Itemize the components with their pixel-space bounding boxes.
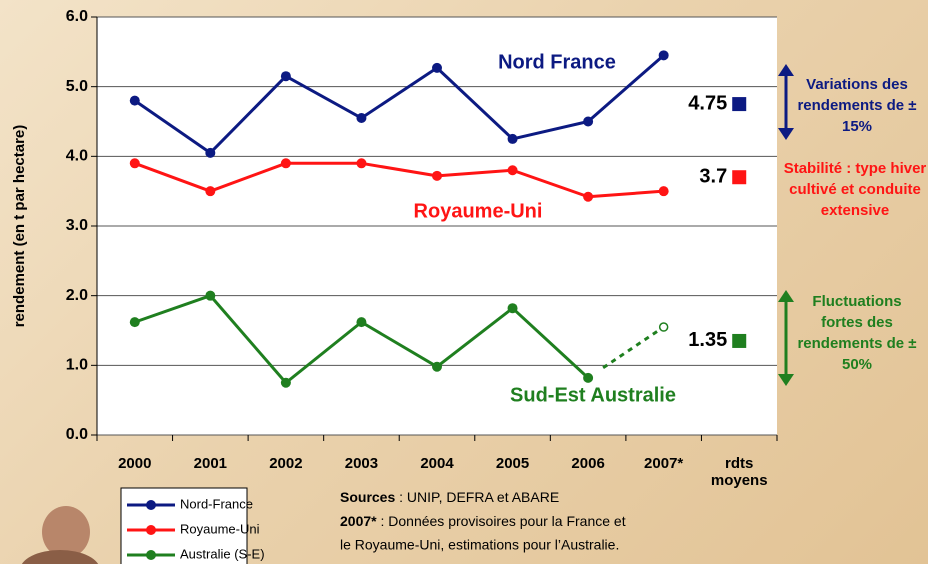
x-tick-label: 2001 xyxy=(176,455,244,472)
point xyxy=(205,148,215,158)
x-tick-label: 2005 xyxy=(479,455,547,472)
point xyxy=(281,378,291,388)
point xyxy=(508,134,518,144)
point xyxy=(508,303,518,313)
series-annotation: Royaume-Uni xyxy=(414,200,543,222)
y-tick-label: 1.0 xyxy=(66,357,88,374)
y-tick-label: 4.0 xyxy=(66,148,88,165)
y-tick-label: 6.0 xyxy=(66,8,88,25)
point xyxy=(130,96,140,106)
legend-label: Royaume-Uni xyxy=(180,521,260,536)
x-tick-label: 2007* xyxy=(630,455,698,472)
point xyxy=(660,323,668,331)
point xyxy=(130,317,140,327)
point xyxy=(356,317,366,327)
note-text: : Données provisoires pour la France et xyxy=(377,513,626,529)
y-tick-label: 3.0 xyxy=(66,217,88,234)
note-line: le Royaume-Uni, estimations pour l’Austr… xyxy=(340,537,619,553)
mean-label: 4.75 xyxy=(688,92,727,114)
y-tick-label: 5.0 xyxy=(66,78,88,95)
y-tick-label: 0.0 xyxy=(66,426,88,443)
y-axis-label: rendement (en t par hectare) xyxy=(11,125,28,328)
point xyxy=(205,291,215,301)
mean-marker xyxy=(732,334,746,348)
point xyxy=(432,63,442,73)
legend-marker xyxy=(146,525,156,535)
person-icon xyxy=(42,506,90,558)
side-note: Stabilité : type hiver cultivé et condui… xyxy=(780,158,928,221)
mean-label: 3.7 xyxy=(699,166,727,188)
mean-marker xyxy=(732,170,746,184)
point xyxy=(659,50,669,60)
legend-marker xyxy=(146,500,156,510)
series-annotation: Sud-Est Australie xyxy=(510,384,676,406)
mean-label: 1.35 xyxy=(688,329,727,351)
sources-line: Sources : UNIP, DEFRA et ABARE xyxy=(340,489,559,505)
point xyxy=(583,373,593,383)
note-label: 2007* xyxy=(340,513,377,529)
legend-marker xyxy=(146,550,156,560)
point xyxy=(130,158,140,168)
x-tick-label: 2002 xyxy=(252,455,320,472)
point xyxy=(432,171,442,181)
point xyxy=(281,158,291,168)
series-annotation: Nord France xyxy=(498,51,616,73)
point xyxy=(281,71,291,81)
x-tick-label: 2004 xyxy=(403,455,471,472)
x-tick-label: rdts moyens xyxy=(705,455,773,489)
point xyxy=(356,113,366,123)
x-tick-label: 2000 xyxy=(101,455,169,472)
point xyxy=(583,192,593,202)
side-note: Variations des rendements de ± 15% xyxy=(792,74,922,137)
mean-marker xyxy=(732,97,746,111)
side-note: Fluctuations fortes des rendements de ± … xyxy=(792,291,922,375)
point xyxy=(659,186,669,196)
legend-label: Australie (S-E) xyxy=(180,546,265,561)
point xyxy=(432,362,442,372)
note-line: 2007* : Données provisoires pour la Fran… xyxy=(340,513,626,529)
sources-label: Sources xyxy=(340,489,395,505)
point xyxy=(205,186,215,196)
x-tick-label: 2006 xyxy=(554,455,622,472)
y-tick-label: 2.0 xyxy=(66,287,88,304)
point xyxy=(356,158,366,168)
point xyxy=(508,165,518,175)
x-tick-label: 2003 xyxy=(327,455,395,472)
slide: rendement (en t par hectare) Sources : U… xyxy=(0,0,928,564)
person-icon-body xyxy=(20,550,100,564)
legend-label: Nord-France xyxy=(180,496,253,511)
sources-text: : UNIP, DEFRA et ABARE xyxy=(395,489,559,505)
chart: rendement (en t par hectare) Sources : U… xyxy=(0,0,928,564)
point xyxy=(583,117,593,127)
